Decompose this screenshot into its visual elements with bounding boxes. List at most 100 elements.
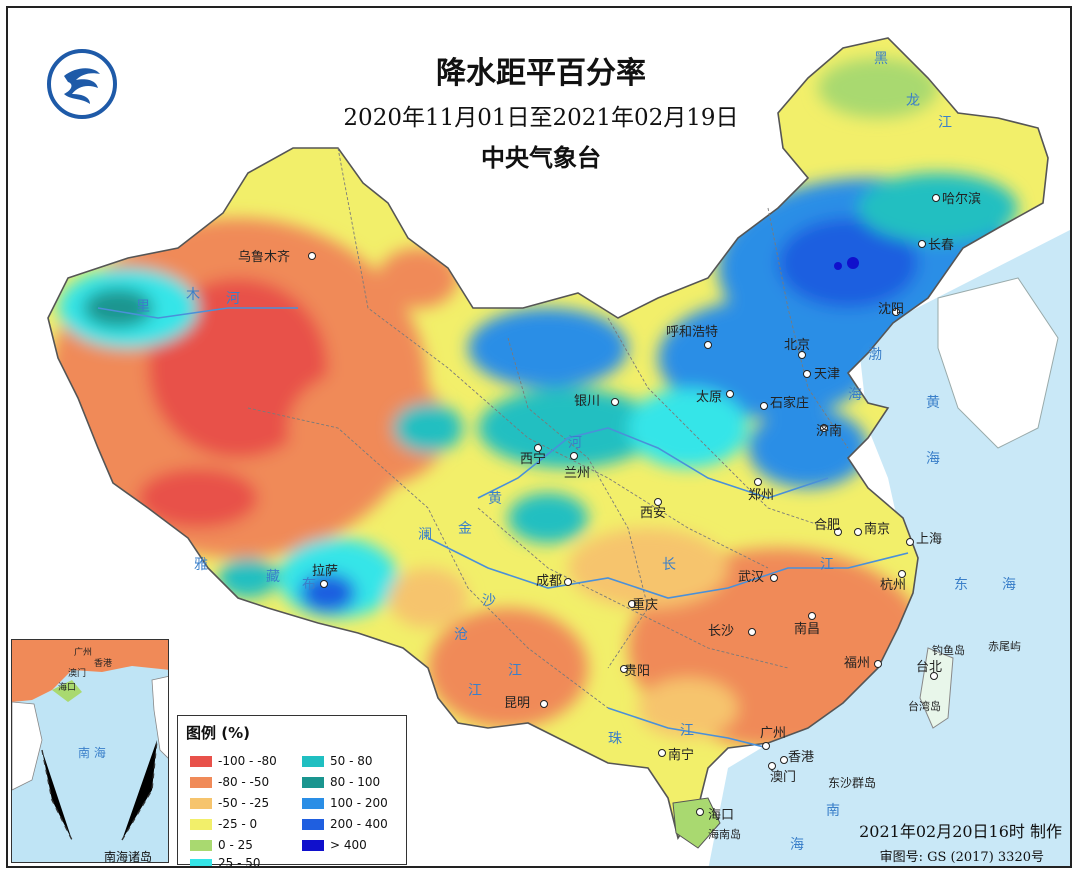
- city-label: 银川: [574, 394, 601, 409]
- legend-label: -25 - 0: [218, 817, 258, 831]
- city-label: 呼和浩特: [666, 325, 719, 340]
- city-marker: [704, 341, 712, 349]
- water-label: 海: [848, 387, 862, 403]
- city-marker: [854, 528, 862, 536]
- legend-swatch: [190, 819, 212, 830]
- water-label: 黄: [926, 395, 940, 411]
- legend-item: 25 - 50: [190, 856, 261, 866]
- city-label: 福州: [844, 656, 871, 671]
- city-label: 太原: [696, 390, 723, 405]
- legend-label: -80 - -50: [218, 775, 270, 789]
- water-label: 黑: [874, 51, 888, 67]
- legend-label: > 400: [330, 838, 367, 852]
- place-label: 赤尾屿: [988, 640, 1021, 653]
- city-marker: [808, 612, 816, 620]
- map-title: 降水距平百分率: [436, 56, 646, 91]
- water-label: 江: [820, 557, 834, 573]
- inset-sea-label: 南 海: [78, 746, 106, 760]
- water-label: 金: [458, 521, 472, 537]
- legend-item: -50 - -25: [190, 796, 269, 810]
- legend-label: 200 - 400: [330, 817, 388, 831]
- city-marker: [906, 538, 914, 546]
- city-marker: [654, 498, 662, 506]
- water-label: 渤: [868, 347, 882, 363]
- city-marker: [540, 700, 548, 708]
- legend-item: 0 - 25: [190, 838, 253, 852]
- water-label: 木: [186, 287, 200, 303]
- water-label: 河: [568, 435, 582, 451]
- city-marker: [696, 808, 704, 816]
- city-marker: [803, 370, 811, 378]
- city-marker: [620, 665, 628, 673]
- city-marker: [768, 762, 776, 770]
- legend-label: 100 - 200: [330, 796, 388, 810]
- legend-swatch: [190, 840, 212, 851]
- water-label: 河: [226, 291, 240, 307]
- water-label: 沙: [482, 593, 496, 609]
- city-label: 郑州: [748, 488, 775, 503]
- water-label: 珠: [608, 731, 622, 747]
- city-marker: [308, 252, 316, 260]
- legend-swatch: [190, 798, 212, 809]
- city-label: 济南: [816, 424, 843, 439]
- inset-city-label: 澳门: [68, 669, 87, 679]
- legend-label: 0 - 25: [218, 838, 253, 852]
- city-label: 成都: [536, 574, 563, 589]
- city-label: 哈尔滨: [942, 192, 982, 207]
- inset-city-label: 广州: [74, 648, 93, 658]
- city-label: 长沙: [708, 624, 735, 639]
- city-marker: [760, 402, 768, 410]
- city-marker: [892, 308, 900, 316]
- city-label: 南宁: [668, 748, 695, 763]
- water-label: 南: [826, 803, 840, 819]
- city-label: 广州: [760, 726, 787, 741]
- city-marker: [570, 452, 578, 460]
- city-marker: [564, 578, 572, 586]
- cma-logo-icon: [47, 49, 117, 119]
- place-label: 钓鱼岛: [932, 644, 965, 657]
- city-label: 拉萨: [312, 564, 339, 579]
- city-marker: [320, 580, 328, 588]
- water-label: 海: [926, 451, 940, 467]
- water-label: 黄: [488, 491, 502, 507]
- water-label: 东: [954, 577, 968, 593]
- place-label: 台湾岛: [908, 700, 941, 713]
- water-label: 江: [468, 683, 482, 699]
- water-label: 澜: [418, 527, 432, 543]
- water-label: 海: [1002, 577, 1016, 593]
- water-label: 江: [508, 663, 522, 679]
- city-label: 乌鲁木齐: [238, 250, 291, 265]
- place-label: 东沙群岛: [828, 776, 877, 790]
- city-marker: [930, 672, 938, 680]
- city-label: 北京: [784, 338, 811, 353]
- city-marker: [534, 444, 542, 452]
- city-label: 天津: [814, 367, 841, 382]
- map-approval-number: 审图号: GS (2017) 3320号: [879, 850, 1044, 865]
- city-marker: [932, 194, 940, 202]
- legend-label: 25 - 50: [218, 856, 261, 868]
- water-label: 沧: [454, 627, 468, 643]
- legend-label: -100 - -80: [218, 754, 277, 768]
- water-label: 布: [302, 577, 316, 593]
- legend-swatch: [190, 756, 212, 767]
- legend-label: 50 - 80: [330, 754, 373, 768]
- water-label: 江: [680, 723, 694, 739]
- city-label: 昆明: [504, 696, 531, 711]
- legend-item: 50 - 80: [302, 754, 373, 768]
- city-marker: [898, 570, 906, 578]
- city-marker: [658, 749, 666, 757]
- city-label: 台北: [916, 660, 943, 675]
- legend-item: 200 - 400: [302, 817, 388, 831]
- city-marker: [611, 398, 619, 406]
- city-label: 石家庄: [770, 396, 810, 411]
- city-label: 沈阳: [878, 302, 905, 317]
- inset-label: 南海诸岛: [104, 850, 153, 864]
- water-label: 龙: [906, 93, 920, 109]
- legend-item: -25 - 0: [190, 817, 257, 831]
- city-label: 长春: [928, 238, 955, 253]
- city-marker: [726, 390, 734, 398]
- water-label: 藏: [266, 569, 280, 585]
- city-marker: [770, 574, 778, 582]
- city-marker: [918, 240, 926, 248]
- legend-swatch: [302, 840, 324, 851]
